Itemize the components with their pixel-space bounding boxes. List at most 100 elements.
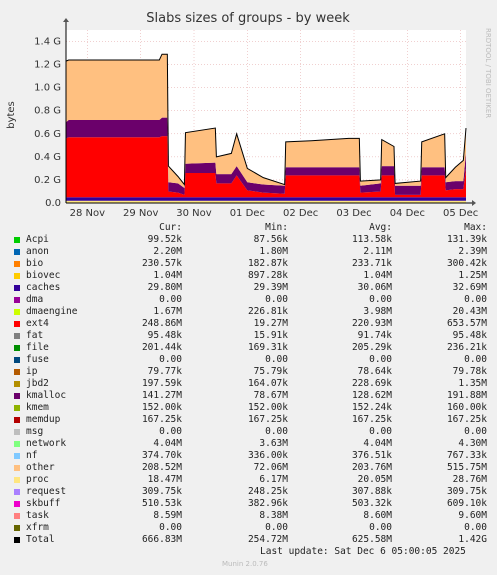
legend-cur: 152.00k [141,402,182,413]
legend-avg: 128.62M [351,390,392,401]
legend-min: 0.00 [265,426,288,437]
legend-name: memdup [26,414,61,425]
legend-avg: 4.04M [363,438,392,449]
legend-cur: 208.52M [141,462,182,473]
legend-max: 609.10k [446,498,487,509]
legend-row: file 201.44k 169.31k 205.29k 236.21k [12,342,492,354]
x-tick-label: 03 Dec [336,208,371,218]
legend-min: 164.07k [247,378,288,389]
legend-name: other [26,462,55,473]
legend-row: fat 95.48k 15.91k 91.74k 95.48k [12,330,492,342]
legend-avg: 205.29k [351,342,392,353]
legend-row: xfrm 0.00 0.00 0.00 0.00 [12,522,492,534]
legend-swatch [14,261,20,267]
legend-row: ext4 248.86M 19.27M 220.93M 653.57M [12,318,492,330]
legend-max: 131.39k [446,234,487,245]
legend-max: 2.39M [458,246,487,257]
col-avg-header: Avg: [369,222,392,233]
legend-swatch [14,297,20,303]
legend-min: 1.80M [259,246,288,257]
legend-cur: 1.67M [153,306,182,317]
legend-max: 28.76M [452,474,487,485]
legend-max: 160.00k [446,402,487,413]
legend-cur: 4.04M [153,438,182,449]
legend-swatch [14,525,20,531]
x-tick-label: 05 Dec [443,208,478,218]
total-line [65,53,467,186]
legend-cur: 374.70k [141,450,182,461]
x-tick-label: 01 Dec [230,208,265,218]
legend-row: kmalloc 141.27M 78.67M 128.62M 191.88M [12,390,492,402]
legend-max: 32.69M [452,282,487,293]
legend-cur: 0.00 [159,354,182,365]
chart-title: Slabs sizes of groups - by week [146,11,350,26]
legend-swatch [14,357,20,363]
legend-swatch [14,429,20,435]
legend-min: 6.17M [259,474,288,485]
legend-cur: 1.04M [153,270,182,281]
legend-avg: 167.25k [351,414,392,425]
legend-cur: 248.86M [141,318,182,329]
legend-max: 767.33k [446,450,487,461]
legend-swatch [14,417,20,423]
legend-max: 515.75M [446,462,487,473]
legend-name: fuse [26,354,49,365]
legend-cur: 8.59M [153,510,182,521]
legend-avg: 152.24k [351,402,392,413]
legend-swatch [14,249,20,255]
x-axis-arrow [472,200,476,206]
legend-avg: 0.00 [369,522,392,533]
legend-cur: 197.59k [141,378,182,389]
col-max-header: Max: [464,222,487,233]
legend-cur: 666.83M [141,534,182,545]
legend-avg: 20.05M [357,474,392,485]
legend-max: 4.30M [458,438,487,449]
munin-version: Munin 2.0.76 [222,560,268,568]
legend-cur: 201.44k [141,342,182,353]
legend-min: 254.72M [247,534,288,545]
legend-name: dmaengine [26,306,78,317]
legend-swatch [14,453,20,459]
last-update: Last update: Sat Dec 6 05:00:05 2025 [260,546,466,557]
legend-max: 0.00 [464,294,487,305]
legend-min: 169.31k [247,342,288,353]
legend-max: 1.42G [458,534,487,545]
legend-min: 0.00 [265,354,288,365]
legend-max: 20.43M [452,306,487,317]
legend-row: msg 0.00 0.00 0.00 0.00 [12,426,492,438]
legend-max: 300.42k [446,258,487,269]
legend-name: ip [26,366,38,377]
legend-row: jbd2 197.59k 164.07k 228.69k 1.35M [12,378,492,390]
legend-avg: 503.32k [351,498,392,509]
legend-cur: 0.00 [159,522,182,533]
legend-min: 8.38M [259,510,288,521]
legend-cur: 99.52k [147,234,182,245]
legend-avg: 113.58k [351,234,392,245]
y-tick-label: 0.6 G [34,129,61,140]
legend-avg: 376.51k [351,450,392,461]
legend-row: ip 79.77k 75.79k 78.64k 79.78k [12,366,492,378]
legend-row: dma 0.00 0.00 0.00 0.00 [12,294,492,306]
area-proc [66,200,466,203]
legend-avg: 307.88k [351,486,392,497]
legend-name: fat [26,330,44,341]
x-tick-label: 02 Dec [283,208,318,218]
legend-avg: 0.00 [369,426,392,437]
legend-min: 226.81k [247,306,288,317]
legend-row: nf 374.70k 336.00k 376.51k 767.33k [12,450,492,462]
legend-swatch [14,285,20,291]
legend-row: other 208.52M 72.06M 203.76M 515.75M [12,462,492,474]
legend-swatch [14,345,20,351]
legend-swatch [14,513,20,519]
legend-row: skbuff 510.53k 382.96k 503.32k 609.10k [12,498,492,510]
legend-header: Cur: Min: Avg: Max: [12,222,492,234]
legend-avg: 91.74k [357,330,392,341]
legend-max: 236.21k [446,342,487,353]
legend-max: 9.60M [458,510,487,521]
legend-cur: 95.48k [147,330,182,341]
y-tick-label: 0.8 G [34,106,61,117]
legend-name: nf [26,450,38,461]
legend-name: jbd2 [26,378,49,389]
legend-row: proc 18.47M 6.17M 20.05M 28.76M [12,474,492,486]
y-axis-arrow [63,18,69,22]
